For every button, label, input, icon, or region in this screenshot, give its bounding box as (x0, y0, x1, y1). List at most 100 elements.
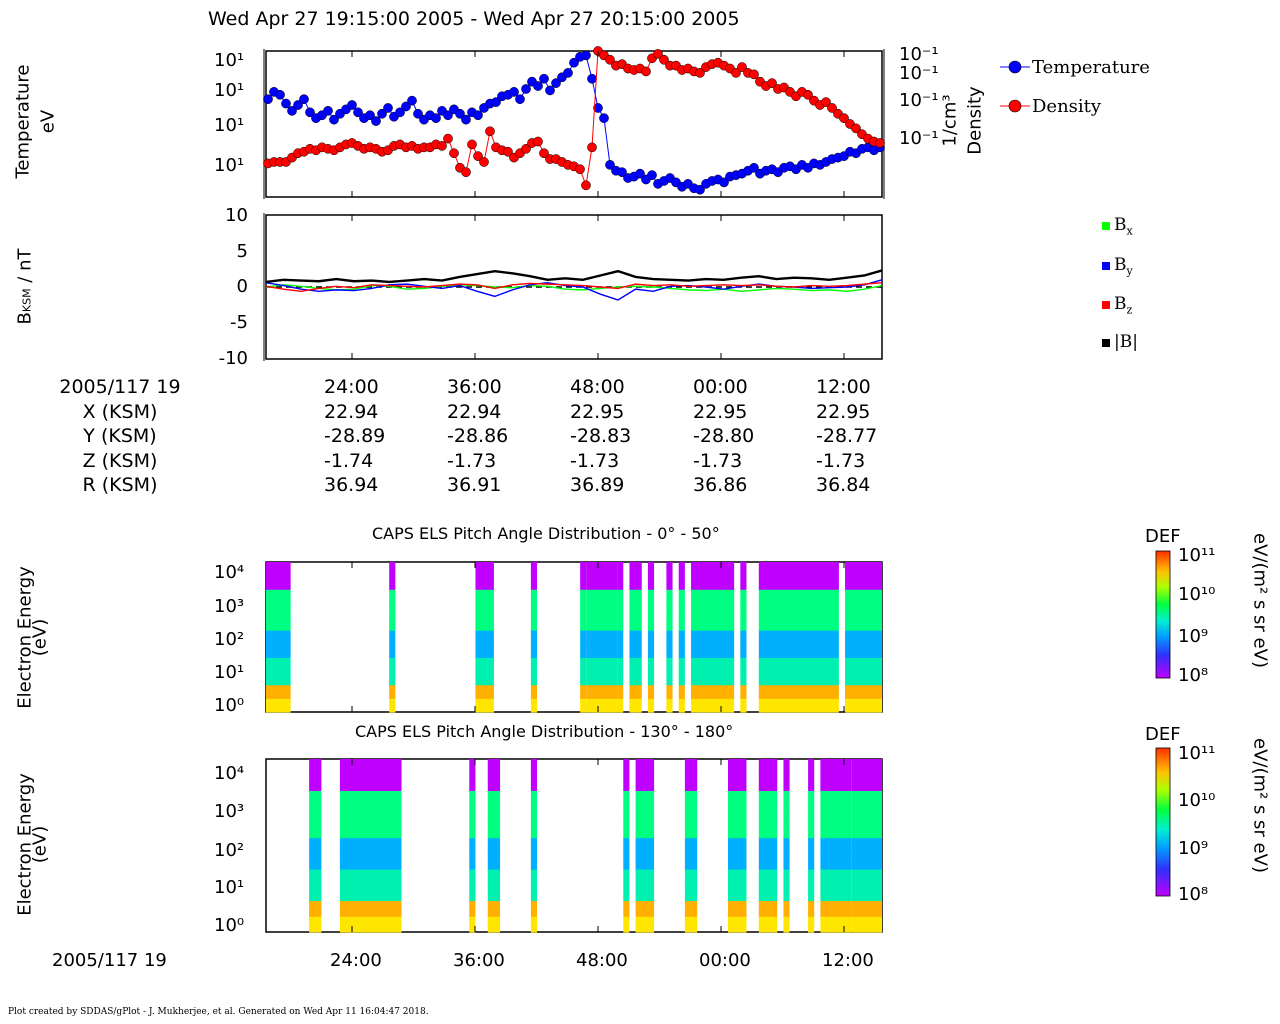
temperature-point (695, 184, 705, 195)
spectrogram-cell (530, 630, 538, 645)
spectrogram-cell (740, 562, 747, 577)
spectrogram-cell (808, 759, 815, 776)
spectrogram-cell (580, 589, 587, 604)
spectrogram-cell (635, 884, 655, 902)
spectrogram-cell (469, 869, 476, 886)
spectrogram-cell (487, 853, 501, 870)
spectrogram-cell (758, 869, 778, 886)
density-point (737, 62, 747, 72)
spectrogram-cell (691, 575, 735, 590)
spectrogram-cell (623, 884, 630, 902)
density-point (821, 97, 831, 107)
density-point (443, 133, 453, 144)
temperature-point (401, 101, 411, 112)
spectrogram-cell (629, 643, 642, 658)
density-point (467, 139, 477, 150)
bottom-xtick: 00:00 (699, 950, 751, 971)
spectrogram-cell (389, 698, 396, 713)
p1-left-tick: 10¹ (214, 80, 245, 101)
spectrogram-cell (475, 562, 494, 577)
spectrogram-cell (851, 853, 882, 870)
spectrogram-cell (623, 900, 630, 917)
legend-by: By (1102, 255, 1133, 277)
spectrogram-cell (684, 869, 698, 886)
spectrogram-cell (678, 630, 685, 645)
spectrogram-cell (684, 774, 698, 791)
ephemeris-z: -1.74 (324, 449, 374, 472)
spectrogram-cell (266, 589, 291, 604)
spectrogram-cell (617, 575, 624, 590)
spectrogram-cell (845, 575, 882, 590)
temperature-point (365, 110, 375, 121)
spectrogram-cell (635, 774, 655, 791)
spectrogram-cell (647, 616, 655, 631)
density-point (731, 68, 741, 78)
spectrogram-cell (845, 630, 882, 645)
ephemeris-date-label: 2005/117 19 (59, 376, 181, 398)
spectrogram-cell (586, 657, 618, 672)
spectrogram-cell (339, 884, 402, 902)
p1-left-tick: 10¹ (214, 155, 245, 176)
spectrogram-cell (758, 562, 839, 577)
temperature-point (599, 113, 609, 124)
spectrogram-cell (635, 900, 655, 917)
temperature-point (461, 114, 471, 125)
spectrogram-cell (487, 790, 501, 807)
spectrogram-cell (783, 821, 790, 839)
ephemeris-row-labels: 2005/117 19 X (KSM) Y (KSM) Z (KSM) R (K… (40, 375, 200, 498)
s1-tick: 10⁴ (214, 562, 245, 583)
spectrogram-cell (684, 900, 698, 917)
spectrogram-cell (820, 900, 852, 917)
temperature-point (539, 73, 549, 84)
plot-title: Wed Apr 27 19:15:00 2005 - Wed Apr 27 20… (208, 8, 740, 30)
spectrogram-cell (851, 790, 882, 807)
spectrogram-cell (758, 575, 839, 590)
legend-density-marker (1000, 99, 1030, 113)
p1-left-tick: 10¹ (214, 50, 245, 71)
spectrogram-cell (530, 671, 538, 686)
spectrogram-cell (691, 671, 735, 686)
spectrogram-cell (635, 821, 655, 839)
spectrogram2-cells (309, 759, 882, 933)
spectrogram-cell (728, 774, 747, 791)
bottom-xtick: 24:00 (330, 950, 382, 971)
spectrogram-cell (808, 806, 815, 823)
spectrogram-cell (758, 806, 778, 823)
ephemeris-time: 36:00 (447, 376, 502, 398)
legend-bz-swatch (1102, 301, 1110, 309)
p1-right-tick: 10⁻¹ (899, 63, 939, 84)
spectrogram-cell (647, 630, 655, 645)
spectrogram-cell (820, 853, 852, 870)
ephemeris-r: 36.86 (693, 474, 748, 497)
spectrogram-cell (530, 853, 538, 870)
spectrogram-cell (684, 853, 698, 870)
spectrogram-cell (629, 589, 642, 604)
colorbar2-title: DEF (1145, 724, 1181, 745)
spectrogram-cell (339, 869, 402, 886)
spectrogram-cell (678, 657, 685, 672)
spectrogram-cell (808, 900, 815, 917)
spectrogram1-cells (266, 562, 882, 713)
b-series-0 (265, 284, 883, 293)
spectrogram-cell (469, 774, 476, 791)
spectrogram-cell (845, 589, 882, 604)
cbar1-tick: 10¹¹ (1178, 545, 1216, 566)
spectrogram-cell (623, 790, 630, 807)
ephemeris-r-label: R (KSM) (82, 474, 158, 497)
spectrogram-cell (530, 774, 538, 791)
density-point (575, 164, 585, 175)
temperature-point (413, 108, 423, 119)
b-field-axis-label: BKSM / nT (14, 248, 36, 325)
density-point (533, 136, 543, 147)
spectrogram-cell (728, 853, 747, 870)
spectrogram-cell (808, 821, 815, 839)
density-point (437, 141, 447, 151)
colorbar-2 (1155, 747, 1171, 897)
temperature-point (323, 106, 333, 116)
density-point (659, 54, 669, 65)
spectrogram-cell (309, 853, 322, 870)
temperature-point (551, 78, 561, 88)
spectrogram-cell (684, 821, 698, 839)
density-point (449, 148, 459, 159)
temperature-point (443, 110, 453, 121)
